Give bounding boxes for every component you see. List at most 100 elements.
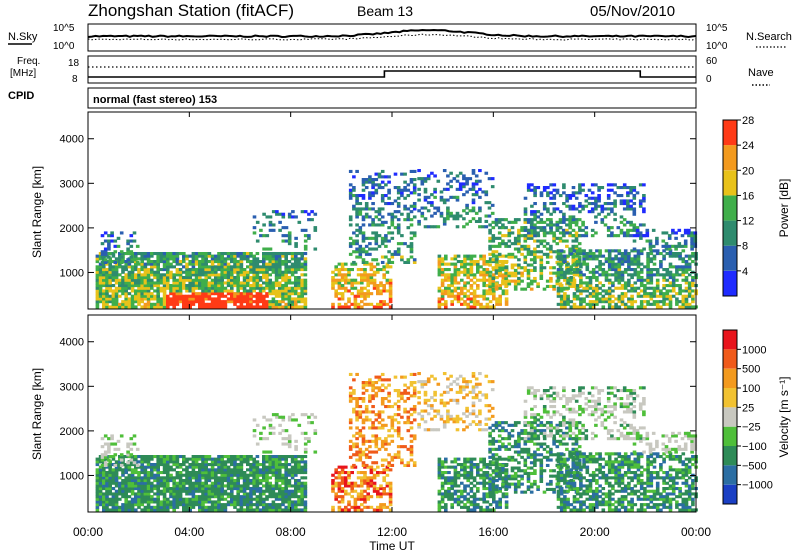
power-cell [201,268,205,272]
power-cell [581,188,585,192]
velocity-cell [146,473,151,477]
power-cell [478,195,482,199]
power-cell [542,202,547,206]
power-cell [574,239,579,243]
velocity-cell [287,508,292,512]
power-cell [677,242,682,246]
velocity-cell [262,465,266,469]
velocity-cell [191,500,196,504]
power-cell [387,260,391,264]
power-cell [490,177,495,181]
power-cell [581,228,585,232]
power-cell [278,265,282,269]
y-tick-label: 2000 [60,223,84,235]
power-cell [347,289,351,293]
power-cell [690,234,694,238]
power-cell [246,292,250,296]
velocity-cell [303,437,308,441]
power-cell [504,297,509,301]
velocity-cell [172,500,176,504]
power-cell [207,273,212,277]
power-cell [617,249,622,253]
power-cell [613,212,617,216]
power-cell [281,305,285,309]
power-cell [665,297,670,301]
power-cell [469,278,474,282]
velocity-cell [290,457,295,461]
power-cell [118,302,122,306]
power-cell [492,268,496,272]
power-cell [497,218,502,222]
power-cell [568,196,573,200]
power-cell [371,194,375,198]
power-cell [191,260,196,264]
power-cell [214,268,218,272]
velocity-cell [223,455,228,459]
power-cell [198,297,202,301]
power-cell [574,191,579,195]
velocity-cell [249,463,253,467]
power-cell [146,257,151,261]
power-cell [262,289,266,293]
velocity-cell [143,500,148,504]
power-cell [371,218,375,222]
velocity-cell [353,508,358,512]
power-cell [465,222,469,226]
velocity-cell [102,471,106,475]
velocity-cell [347,471,351,475]
velocity-cell [137,489,141,493]
power-cell [347,281,351,285]
velocity-cell [220,460,224,464]
velocity-cell [265,481,269,485]
power-cell [204,294,208,298]
velocity-cell [281,418,286,422]
power-cell [469,292,474,296]
power-cell [358,226,363,230]
power-cell [159,300,164,304]
power-cell [347,270,351,274]
power-cell [368,223,372,227]
power-cell [453,270,458,274]
velocity-cell [274,484,279,488]
power-cell [384,175,388,179]
power-cell [488,247,492,251]
power-cell [355,169,359,173]
power-cell [582,257,586,261]
velocity-cell [100,445,105,449]
power-cell [220,300,224,304]
power-cell [513,274,518,278]
power-cell [374,178,379,182]
nave-right-tick-bottom: 0 [706,74,712,85]
power-cell [529,223,534,227]
power-cell [105,294,109,298]
velocity-cell [188,503,192,507]
power-cell [494,282,499,286]
power-cell [300,228,305,232]
velocity-cell [204,465,208,469]
velocity-cell [95,492,100,496]
power-cell [290,257,295,261]
power-cell [204,252,208,256]
power-cell [568,194,573,198]
velocity-cell [242,487,247,491]
power-cell [619,215,624,219]
power-cell [556,278,561,282]
power-cell [412,260,417,264]
velocity-cell [150,497,154,501]
power-cell [258,284,263,288]
power-cell [246,273,250,277]
power-cell [494,250,499,254]
power-cell [552,236,556,240]
velocity-cell [194,500,199,504]
velocity-cell [274,495,279,499]
power-cell [252,276,256,280]
power-cell [613,199,617,203]
power-cell [268,215,273,219]
power-cell [105,273,109,277]
power-cell [474,219,479,223]
power-cell [417,193,421,197]
power-cell [639,268,644,272]
velocity-cell [287,481,292,485]
power-cell [105,302,109,306]
velocity-cell [236,479,240,483]
